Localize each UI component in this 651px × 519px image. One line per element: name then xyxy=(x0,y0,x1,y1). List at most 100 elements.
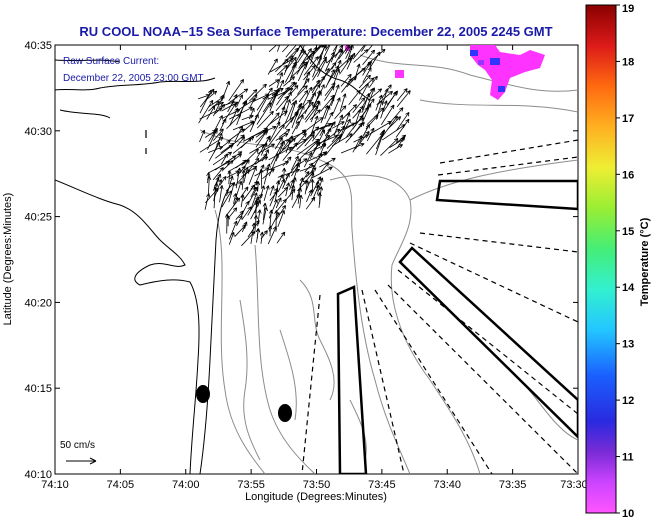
current-vector xyxy=(311,151,328,165)
current-vector xyxy=(319,157,336,168)
current-vector xyxy=(228,232,235,245)
x-tick-label: 73:50 xyxy=(303,479,331,491)
current-vector xyxy=(375,94,383,111)
current-vector xyxy=(311,79,320,94)
current-vector xyxy=(277,178,285,192)
current-vector xyxy=(219,118,227,132)
current-vector xyxy=(366,87,376,108)
current-vector xyxy=(340,73,352,87)
current-vector xyxy=(381,88,389,106)
current-vector xyxy=(213,176,220,189)
current-vector xyxy=(381,115,398,138)
current-vector xyxy=(232,136,255,154)
current-vector xyxy=(214,155,237,171)
current-vector xyxy=(220,153,228,165)
current-vector xyxy=(270,141,284,165)
sector-south xyxy=(336,285,368,474)
current-vector xyxy=(289,177,297,197)
current-vector xyxy=(362,62,371,76)
colorbar-ticks: 19 18 17 16 15 14 13 12 11 10 xyxy=(616,3,635,519)
current-vector xyxy=(228,79,244,102)
current-vector xyxy=(368,121,392,135)
current-vector xyxy=(234,125,243,142)
sst-pixel-cool xyxy=(498,86,505,92)
current-vector xyxy=(302,86,313,106)
contour-channel-east xyxy=(329,174,481,474)
current-vector xyxy=(324,62,337,77)
y-tick-label: 40:20 xyxy=(24,297,52,309)
current-vector xyxy=(204,193,211,210)
current-vector xyxy=(352,135,363,153)
contour-mid-shelf xyxy=(254,244,316,474)
current-vector xyxy=(290,129,307,143)
current-vector xyxy=(380,100,388,119)
y-tick-label: 40:30 xyxy=(24,126,52,138)
current-vector xyxy=(396,90,411,108)
current-vector xyxy=(295,105,305,123)
current-vector xyxy=(318,67,330,88)
current-vector xyxy=(241,206,252,220)
x-tick-label: 74:10 xyxy=(41,479,69,491)
current-vector xyxy=(229,220,238,240)
current-vector xyxy=(277,210,285,228)
current-vector xyxy=(267,88,294,100)
current-label: Raw Surface Current: xyxy=(63,56,159,67)
current-vector xyxy=(229,107,239,127)
current-vector xyxy=(275,133,289,141)
scale-label: 50 cm/s xyxy=(60,440,95,451)
current-vector xyxy=(248,157,260,171)
y-axis-label: Latitude (Degrees:Minutes) xyxy=(2,193,14,326)
colorbar-tick-label: 14 xyxy=(622,282,635,294)
current-vector xyxy=(255,164,265,184)
current-vector xyxy=(298,194,303,209)
current-vector xyxy=(282,142,298,161)
current-vector xyxy=(352,45,367,60)
current-vector xyxy=(277,45,281,52)
current-vector xyxy=(199,129,206,143)
channel-marker xyxy=(145,148,147,154)
current-vector xyxy=(348,90,361,105)
current-vector xyxy=(257,209,262,227)
contour-east xyxy=(409,159,578,201)
current-vector xyxy=(267,124,285,147)
current-vector xyxy=(309,109,321,120)
colorbar-tick-label: 11 xyxy=(622,452,634,464)
colorbar xyxy=(585,4,617,514)
colorbar-label: Temperature (°C) xyxy=(639,217,651,306)
current-vector xyxy=(275,205,286,221)
current-vector xyxy=(262,206,268,225)
current-vector xyxy=(278,128,291,138)
range-sectors xyxy=(336,179,578,474)
buoy-marker xyxy=(278,404,292,422)
current-vector xyxy=(303,56,319,76)
current-vector xyxy=(310,179,315,192)
current-vector xyxy=(269,121,281,143)
current-vector xyxy=(240,194,245,208)
current-vector xyxy=(268,225,273,237)
current-vector xyxy=(355,108,362,125)
current-vector xyxy=(219,185,224,203)
current-vector xyxy=(318,45,327,66)
current-vector xyxy=(298,48,312,69)
coastline-sandy-hook xyxy=(190,189,229,474)
current-vector xyxy=(241,169,246,190)
sst-pixel xyxy=(345,45,350,51)
x-tick-label: 73:55 xyxy=(237,479,265,491)
current-vector xyxy=(324,85,335,101)
current-vector xyxy=(291,120,300,135)
current-vector xyxy=(366,45,373,53)
current-vector xyxy=(255,181,261,192)
sst-pixel-cool xyxy=(478,60,484,65)
buoy-marker xyxy=(196,385,210,403)
current-vector xyxy=(361,103,372,126)
current-vector xyxy=(226,114,242,129)
current-vector xyxy=(281,139,291,151)
current-vector xyxy=(311,126,324,142)
current-vector xyxy=(306,189,313,203)
radial-lines xyxy=(301,139,578,474)
current-vector xyxy=(345,121,365,144)
x-tick-label: 74:05 xyxy=(107,479,135,491)
current-vector xyxy=(292,85,308,102)
current-vector xyxy=(282,173,290,189)
current-vector xyxy=(334,45,344,59)
